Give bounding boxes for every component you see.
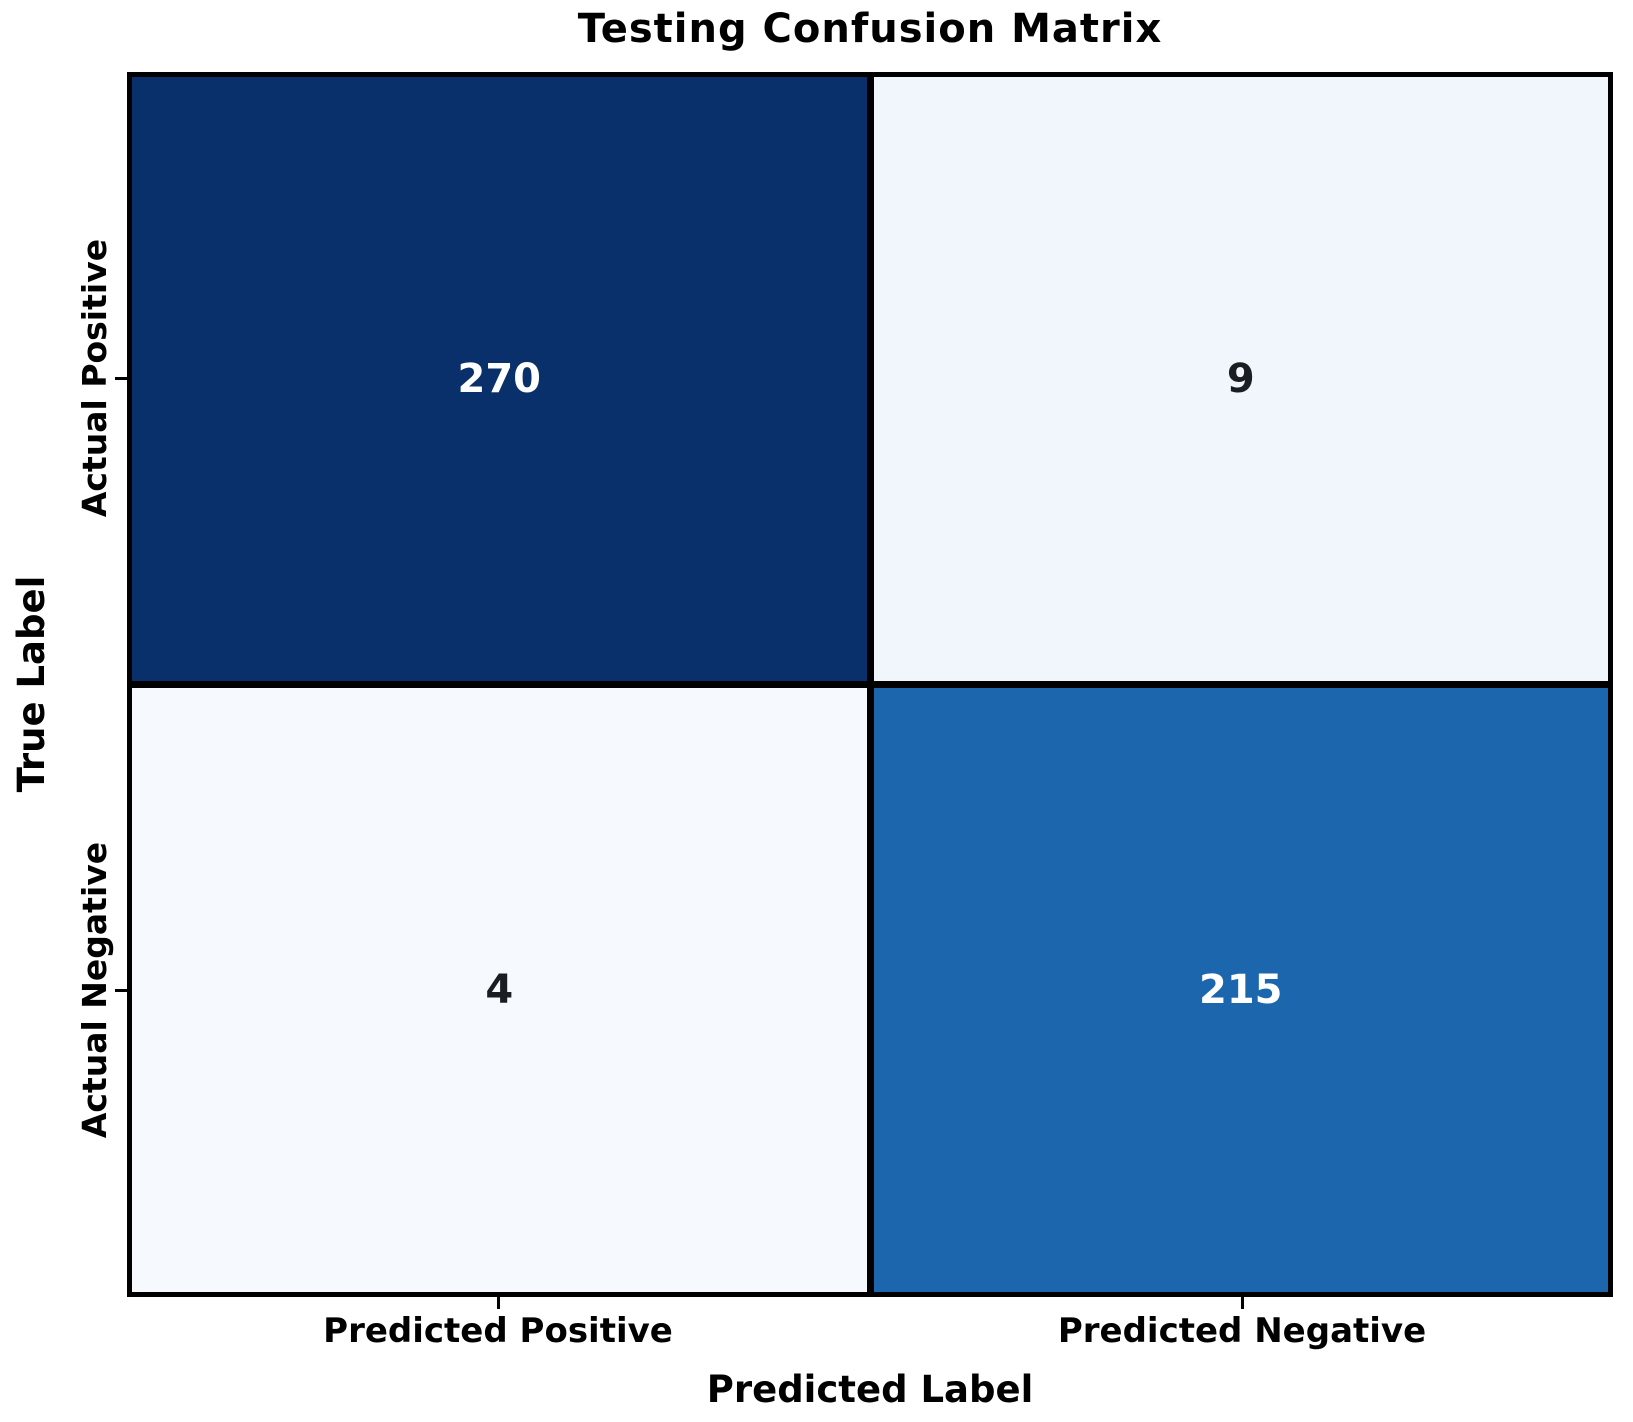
y-tick-label-actual-positive: Actual Positive bbox=[75, 238, 114, 518]
cell-false-positive: 4 bbox=[132, 688, 867, 1292]
cell-false-negative: 9 bbox=[873, 77, 1608, 681]
x-tick-mark-predicted-positive bbox=[497, 1297, 500, 1309]
cell-true-positive: 270 bbox=[132, 77, 867, 681]
x-tick-label-predicted-negative: Predicted Negative bbox=[1057, 1311, 1427, 1351]
cell-true-negative: 215 bbox=[873, 688, 1608, 1292]
y-tick-mark-actual-negative bbox=[115, 989, 127, 992]
x-tick-label-predicted-positive: Predicted Positive bbox=[323, 1311, 673, 1351]
y-tick-mark-actual-positive bbox=[115, 377, 127, 380]
chart-title: Testing Confusion Matrix bbox=[577, 6, 1163, 52]
x-tick-mark-predicted-negative bbox=[1241, 1297, 1244, 1309]
y-axis-label: True Label bbox=[10, 575, 53, 793]
heatmap-plot-area: 270 9 4 215 bbox=[127, 72, 1613, 1297]
y-tick-label-actual-negative: Actual Negative bbox=[75, 841, 114, 1139]
x-axis-label: Predicted Label bbox=[706, 1368, 1034, 1411]
